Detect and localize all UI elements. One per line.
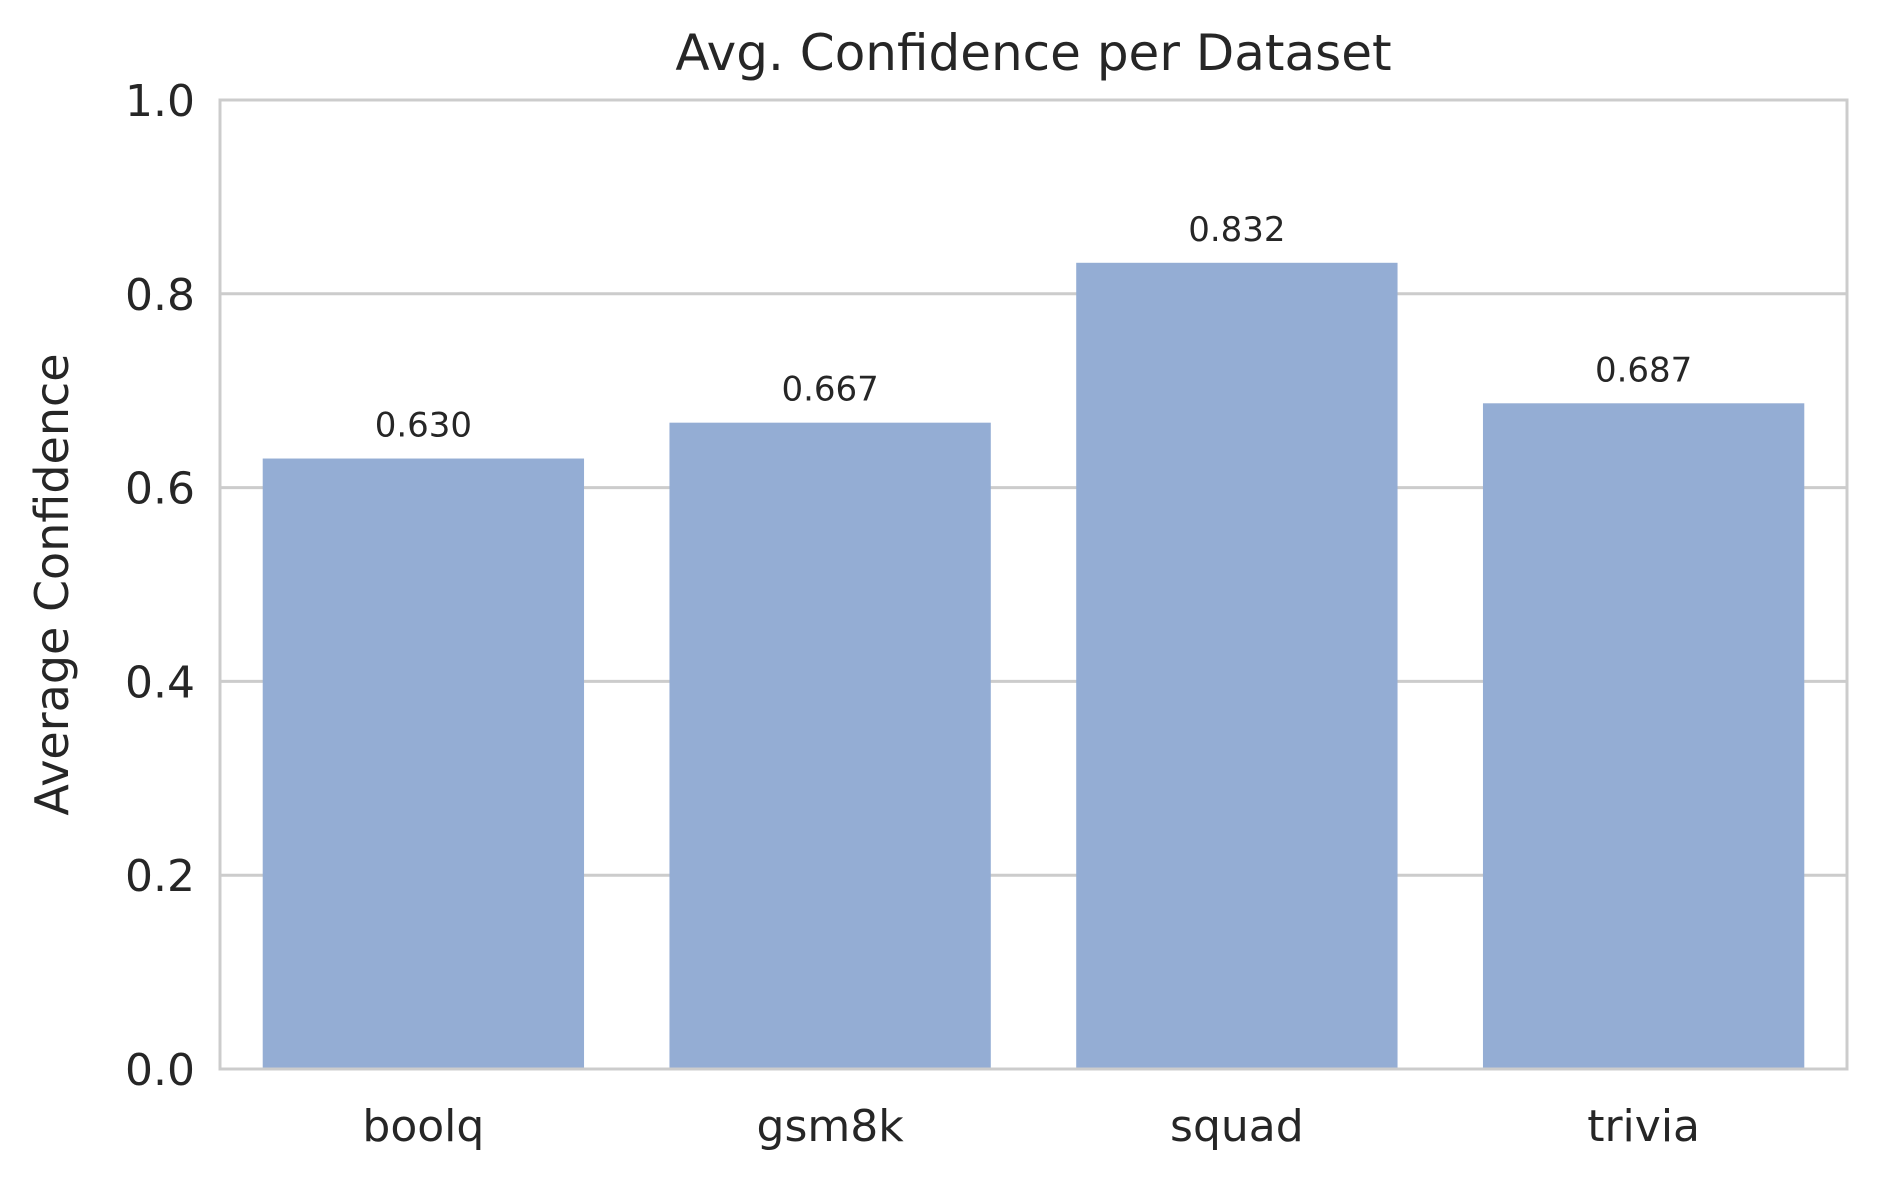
x-tick-label: gsm8k bbox=[757, 1101, 905, 1152]
y-axis-label: Average Confidence bbox=[25, 353, 79, 815]
bars bbox=[262, 262, 1805, 1069]
y-tick-label: 0.0 bbox=[125, 1045, 195, 1096]
value-label: 0.667 bbox=[781, 370, 878, 410]
chart-title: Avg. Confidence per Dataset bbox=[675, 24, 1391, 82]
x-tick-label: squad bbox=[1170, 1101, 1304, 1152]
y-tick-label: 1.0 bbox=[125, 76, 195, 127]
y-axis-ticks: 0.0 0.2 0.4 0.6 0.8 1.0 bbox=[125, 76, 195, 1096]
x-tick-label: trivia bbox=[1587, 1101, 1700, 1152]
y-tick-label: 0.8 bbox=[125, 270, 195, 321]
bar-squad bbox=[1076, 262, 1398, 1069]
bar-gsm8k bbox=[669, 422, 991, 1069]
y-tick-label: 0.2 bbox=[125, 851, 195, 902]
y-tick-label: 0.6 bbox=[125, 464, 195, 515]
bar-trivia bbox=[1482, 403, 1805, 1069]
y-tick-label: 0.4 bbox=[125, 657, 195, 708]
value-label: 0.832 bbox=[1188, 210, 1285, 250]
x-axis-ticks: boolq gsm8k squad trivia bbox=[362, 1101, 1700, 1152]
plot-frame bbox=[218, 98, 1849, 1071]
value-labels: 0.630 0.667 0.832 0.687 bbox=[375, 210, 1693, 446]
value-label: 0.630 bbox=[375, 406, 472, 446]
bar-boolq bbox=[262, 458, 585, 1069]
value-label: 0.687 bbox=[1595, 350, 1692, 390]
x-tick-label: boolq bbox=[362, 1101, 484, 1152]
